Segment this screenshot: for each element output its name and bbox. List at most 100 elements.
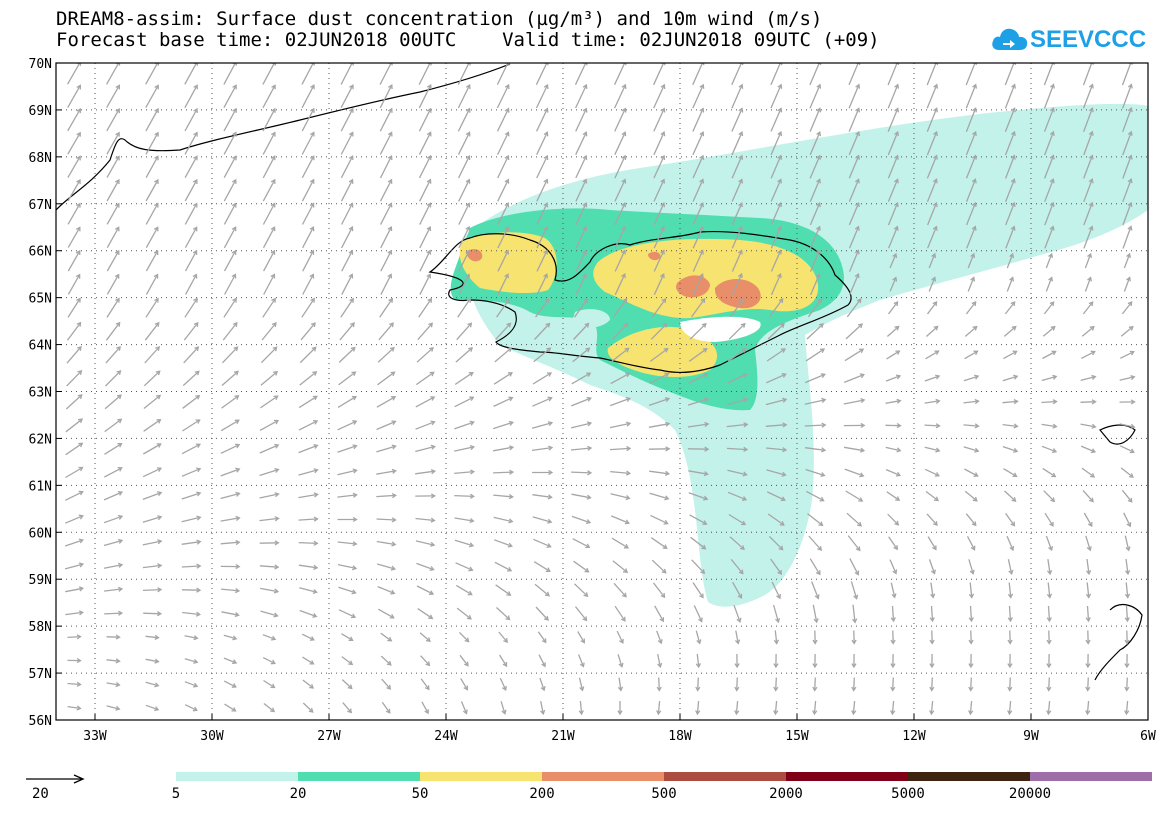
wind-arrow xyxy=(1043,490,1055,502)
wind-arrow-head xyxy=(1128,326,1134,331)
wind-arrow xyxy=(302,679,314,689)
wind-arrow-head xyxy=(505,297,511,303)
wind-arrow xyxy=(727,491,747,501)
wind-arrow-head xyxy=(231,683,237,688)
wind-arrow xyxy=(66,322,82,341)
lat-label: 66N xyxy=(29,245,52,260)
wind-arrow-head xyxy=(271,322,277,328)
wind-arrow-head xyxy=(543,249,548,255)
wind-arrow-head xyxy=(929,617,935,623)
wind-arrow-head xyxy=(968,686,974,692)
wind-arrow xyxy=(577,654,585,667)
wind-arrow xyxy=(104,394,122,410)
wind-arrow xyxy=(964,490,978,502)
wind-arrow-head xyxy=(971,225,977,231)
wind-arrow xyxy=(341,250,353,272)
wind-arrow-head xyxy=(312,371,318,376)
wind-arrow xyxy=(497,155,509,179)
wind-arrow xyxy=(184,658,198,663)
wind-arrow xyxy=(458,179,470,202)
wind-arrow-head xyxy=(1124,569,1131,576)
wind-arrow-head xyxy=(543,107,549,113)
wind-arrow xyxy=(849,558,859,575)
wind-arrow-head xyxy=(272,346,278,352)
wind-arrow-head xyxy=(352,468,358,474)
wind-arrow-head xyxy=(776,272,782,279)
wind-arrow xyxy=(181,492,201,500)
wind-arrow-head xyxy=(270,249,276,255)
wind-arrow xyxy=(299,609,317,618)
wind-arrow xyxy=(1045,253,1053,269)
wind-arrow-head xyxy=(390,565,397,571)
wind-arrow xyxy=(692,108,704,132)
wind-arrow xyxy=(688,348,708,362)
wind-arrow-head xyxy=(626,445,632,452)
wind-arrow-head xyxy=(78,490,84,496)
wind-arrow xyxy=(969,700,973,715)
lat-label: 64N xyxy=(29,339,52,354)
wind-arrow xyxy=(731,179,743,202)
wind-arrow-head xyxy=(621,83,627,89)
wind-arrow-head xyxy=(193,131,198,137)
wind-arrow xyxy=(301,203,315,225)
wind-arrow-head xyxy=(1088,130,1094,136)
wind-arrow xyxy=(965,179,977,202)
wind-arrow xyxy=(966,535,976,551)
wind-arrow-head xyxy=(777,83,783,89)
wind-arrow-head xyxy=(232,321,238,327)
wind-arrow xyxy=(804,373,826,384)
wind-arrow-head xyxy=(389,613,395,619)
wind-arrow-head xyxy=(154,658,160,664)
wind-arrow-head xyxy=(855,63,861,66)
wind-arrow xyxy=(223,226,237,249)
colorbar-threshold-label: 20000 xyxy=(1008,786,1052,802)
wind-arrow xyxy=(767,513,785,526)
wind-arrow xyxy=(221,611,239,616)
wind-arrow-head xyxy=(860,397,866,404)
wind-arrow-head xyxy=(656,710,662,716)
wind-arrow xyxy=(376,396,396,408)
wind-arrow xyxy=(263,702,275,713)
wind-arrow-head xyxy=(657,662,663,669)
wind-arrow xyxy=(731,84,743,109)
wind-arrow-head xyxy=(351,565,358,571)
wind-arrow-head xyxy=(662,322,668,328)
wind-arrow xyxy=(1120,467,1134,478)
wind-arrow-head xyxy=(816,130,822,137)
wind-arrow-head xyxy=(1046,639,1052,645)
wind-arrow xyxy=(142,443,162,455)
wind-arrow-head xyxy=(971,178,977,184)
wind-arrow xyxy=(1004,490,1016,502)
wind-arrow xyxy=(223,634,237,640)
wind-arrow-head xyxy=(426,249,432,255)
wind-arrow xyxy=(614,108,626,132)
coastlines xyxy=(56,63,1143,681)
wind-arrow-head xyxy=(894,520,900,526)
wind-arrow xyxy=(145,298,159,318)
wind-arrow-head xyxy=(1087,276,1093,282)
wind-arrow-head xyxy=(115,321,121,327)
wind-arrow xyxy=(770,155,782,179)
wind-arrow-head xyxy=(387,249,393,255)
wind-arrow xyxy=(378,322,394,341)
wind-arrow-head xyxy=(1049,178,1055,184)
wind-arrow-head xyxy=(859,373,865,379)
wind-arrow xyxy=(298,564,318,569)
wind-arrow xyxy=(454,517,474,522)
wind-arrow xyxy=(807,513,823,526)
wind-arrow xyxy=(845,490,863,502)
wind-arrow xyxy=(848,63,859,86)
wind-arrow-head xyxy=(1046,686,1052,692)
wind-arrow-head xyxy=(1127,83,1133,89)
wind-arrow-head xyxy=(738,202,743,208)
wind-arrow xyxy=(298,469,318,476)
wind-arrow xyxy=(143,419,161,432)
wind-arrow-head xyxy=(737,272,743,279)
wind-arrow-head xyxy=(234,395,240,400)
wind-arrow xyxy=(220,517,240,522)
wind-arrow-head xyxy=(507,372,513,377)
wind-arrow xyxy=(614,226,626,249)
wind-arrow xyxy=(220,492,240,500)
wind-arrow xyxy=(533,538,551,548)
wind-arrow-head xyxy=(387,636,393,642)
